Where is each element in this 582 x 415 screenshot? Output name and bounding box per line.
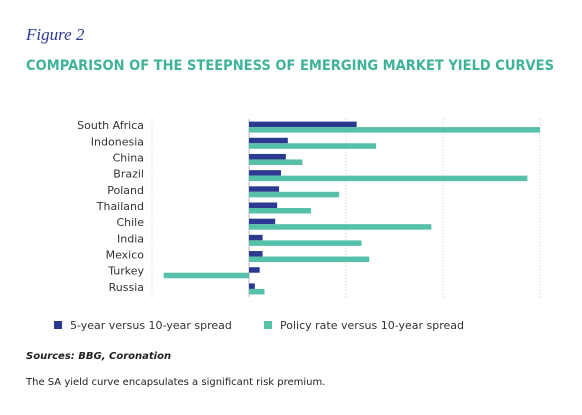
y-tick-label: Brazil [113, 168, 144, 181]
bar [249, 143, 377, 149]
bar [249, 137, 288, 144]
figure-label: Figure 2 [25, 25, 85, 44]
bar [249, 121, 357, 128]
bar [249, 127, 540, 133]
bar [249, 202, 278, 208]
chart-title: COMPARISON OF THE STEEPNESS OF EMERGING … [26, 58, 554, 74]
y-tick-label: South Africa [77, 119, 144, 132]
y-tick-label: Thailand [96, 200, 144, 213]
bar [249, 208, 312, 214]
bar [249, 288, 265, 295]
y-tick-label: China [113, 151, 144, 164]
bar [249, 283, 255, 289]
note: The SA yield curve encapsulates a signif… [25, 377, 325, 388]
bar [249, 191, 340, 198]
y-tick-label: Chile [116, 216, 144, 229]
bar [249, 224, 432, 230]
legend-swatch [264, 321, 272, 329]
bar [249, 153, 286, 160]
bar [249, 267, 260, 273]
bar [249, 170, 282, 176]
bar [249, 218, 276, 225]
legend-label: Policy rate versus 10-year spread [280, 319, 464, 332]
legend-swatch [54, 321, 62, 329]
y-tick-label: India [117, 232, 144, 245]
bar [249, 256, 370, 263]
bar [249, 186, 280, 192]
bar [249, 175, 528, 182]
bar [249, 251, 263, 257]
y-tick-label: Poland [107, 184, 144, 197]
bar [163, 272, 249, 279]
y-tick-label: Turkey [107, 265, 144, 278]
source: Sources: BBG, Coronation [26, 351, 171, 362]
bar [249, 159, 303, 165]
legend-label: 5-year versus 10-year spread [70, 319, 232, 332]
y-tick-label: Indonesia [91, 135, 144, 148]
y-tick-label: Russia [109, 281, 144, 294]
y-tick-label: Mexico [106, 249, 145, 262]
bar [249, 240, 362, 246]
bar [249, 234, 263, 241]
